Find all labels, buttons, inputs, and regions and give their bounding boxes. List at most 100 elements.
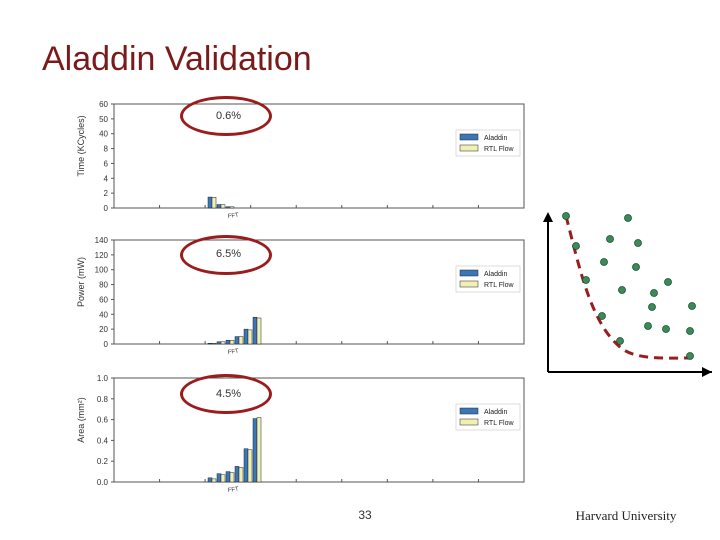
design-point bbox=[616, 337, 624, 345]
y-tick-label: 0.4 bbox=[97, 436, 109, 445]
area-error-label: 4.5% bbox=[216, 388, 242, 400]
x-category-label: FFT bbox=[227, 212, 239, 220]
design-point bbox=[662, 325, 670, 333]
y-tick-label: 50 bbox=[99, 115, 108, 124]
bar-rtl-flow bbox=[211, 478, 217, 483]
bar-aladdin bbox=[225, 471, 231, 483]
design-point bbox=[634, 239, 642, 247]
y-tick-label: 40 bbox=[99, 310, 108, 319]
bar-rtl-flow bbox=[211, 343, 217, 345]
time-chart-panel: Time (KCycles) 0 2 4 6 8 40 50 60 FFT Aladdin RTL … bbox=[74, 96, 530, 228]
y-tick-label: 60 bbox=[99, 295, 108, 304]
y-tick-label: 0.6 bbox=[97, 416, 109, 425]
bar-rtl-flow bbox=[220, 341, 226, 345]
bar-rtl-flow bbox=[256, 317, 262, 345]
legend-label-aladdin: Aladdin bbox=[484, 409, 507, 416]
bar-aladdin bbox=[234, 466, 240, 483]
area-chart-svg: 0.0 0.2 0.4 0.6 0.8 1.0 FFT Aladdin RTL Flow bbox=[97, 374, 525, 494]
x-category-label: FFT bbox=[227, 348, 239, 356]
y-tick-label: 0 bbox=[104, 204, 109, 213]
design-point bbox=[686, 327, 694, 335]
bar-aladdin bbox=[216, 341, 222, 345]
time-error-label: 0.6% bbox=[216, 110, 242, 122]
y-tick-label: 20 bbox=[99, 325, 108, 334]
bar-rtl-flow bbox=[211, 197, 217, 209]
pareto-frontier-curve bbox=[564, 215, 693, 360]
y-tick-label: 0 bbox=[104, 340, 109, 349]
y-tick-label: 100 bbox=[95, 266, 109, 275]
design-point bbox=[562, 212, 570, 220]
x-category-label: FFT bbox=[227, 486, 239, 494]
design-point bbox=[688, 302, 696, 310]
plot-frame bbox=[113, 377, 525, 483]
plot-frame bbox=[113, 239, 525, 345]
power-chart-panel: Power (mW) 0 20 40 60 80 100 120 140 FFT Aladdin R… bbox=[74, 232, 530, 364]
bar-rtl-flow bbox=[247, 449, 253, 483]
page-number: 33 bbox=[358, 508, 372, 522]
bar-rtl-flow bbox=[229, 206, 235, 209]
time-chart-svg: 0 2 4 6 8 40 50 60 FFT Aladdin RTL Flow bbox=[99, 100, 525, 220]
power-error-label: 6.5% bbox=[216, 248, 242, 260]
power-error-ellipse bbox=[180, 235, 272, 275]
y-tick-label: 1.0 bbox=[97, 374, 109, 383]
pareto-sketch bbox=[543, 212, 712, 377]
power-chart-svg: 0 20 40 60 80 100 120 140 FFT Aladdin RTL Flow bbox=[95, 236, 525, 356]
bar-aladdin bbox=[216, 473, 222, 483]
design-point bbox=[650, 289, 658, 297]
design-point bbox=[606, 235, 614, 243]
legend-label-aladdin: Aladdin bbox=[484, 271, 507, 278]
design-point bbox=[686, 352, 694, 360]
design-point bbox=[572, 242, 580, 250]
y-tick-label: 2 bbox=[104, 189, 109, 198]
bar-rtl-flow bbox=[238, 467, 244, 483]
design-point bbox=[600, 258, 608, 266]
y-tick-label: 8 bbox=[104, 145, 109, 154]
design-point bbox=[582, 276, 590, 284]
bar-rtl-flow bbox=[247, 329, 253, 345]
y-tick-label: 0.0 bbox=[97, 478, 109, 487]
bar-aladdin bbox=[252, 317, 258, 345]
bar-aladdin bbox=[234, 336, 240, 345]
bar-aladdin bbox=[207, 477, 213, 483]
y-tick-label: 4 bbox=[104, 174, 109, 183]
bar-rtl-flow bbox=[220, 204, 226, 209]
legend-swatch-aladdin bbox=[459, 133, 479, 141]
legend-swatch-aladdin bbox=[459, 407, 479, 415]
time-error-ellipse bbox=[180, 96, 272, 136]
y-tick-label: 120 bbox=[95, 251, 109, 260]
y-tick-label: 0.2 bbox=[97, 457, 109, 466]
design-point bbox=[644, 322, 652, 330]
legend-label-rtl-flow: RTL Flow bbox=[484, 420, 515, 427]
y-tick-label: 0.8 bbox=[97, 395, 109, 404]
legend-swatch-rtl-flow bbox=[459, 280, 479, 288]
design-point bbox=[624, 214, 632, 222]
legend-label-rtl-flow: RTL Flow bbox=[484, 146, 515, 153]
area-error-ellipse bbox=[180, 374, 272, 414]
institution-name: Harvard University bbox=[575, 508, 677, 523]
plot-frame bbox=[113, 103, 525, 209]
design-point bbox=[618, 286, 626, 294]
slide-title: Aladdin Validation bbox=[42, 40, 312, 78]
design-point bbox=[664, 278, 672, 286]
bar-rtl-flow bbox=[238, 336, 244, 345]
design-point bbox=[632, 263, 640, 271]
design-point bbox=[598, 312, 606, 320]
area-chart-panel: Area (mm²) 0.0 0.2 0.4 0.6 0.8 1.0 FFT Aladdin R… bbox=[74, 370, 530, 502]
legend-label-aladdin: Aladdin bbox=[484, 135, 507, 142]
pareto-x-arrow bbox=[702, 367, 712, 377]
bar-rtl-flow bbox=[256, 417, 262, 483]
y-tick-label: 60 bbox=[99, 100, 108, 109]
bar-rtl-flow bbox=[229, 472, 235, 483]
design-point bbox=[648, 303, 656, 311]
legend-swatch-rtl-flow bbox=[459, 144, 479, 152]
bar-aladdin bbox=[243, 328, 249, 345]
bar-aladdin bbox=[225, 340, 231, 345]
legend-label-rtl-flow: RTL Flow bbox=[484, 282, 515, 289]
y-tick-label: 6 bbox=[104, 159, 109, 168]
bar-aladdin bbox=[252, 418, 258, 483]
legend-swatch-rtl-flow bbox=[459, 418, 479, 426]
bar-aladdin bbox=[207, 196, 213, 209]
title-divider bbox=[0, 92, 720, 93]
bar-rtl-flow bbox=[220, 474, 226, 483]
legend-swatch-aladdin bbox=[459, 269, 479, 277]
